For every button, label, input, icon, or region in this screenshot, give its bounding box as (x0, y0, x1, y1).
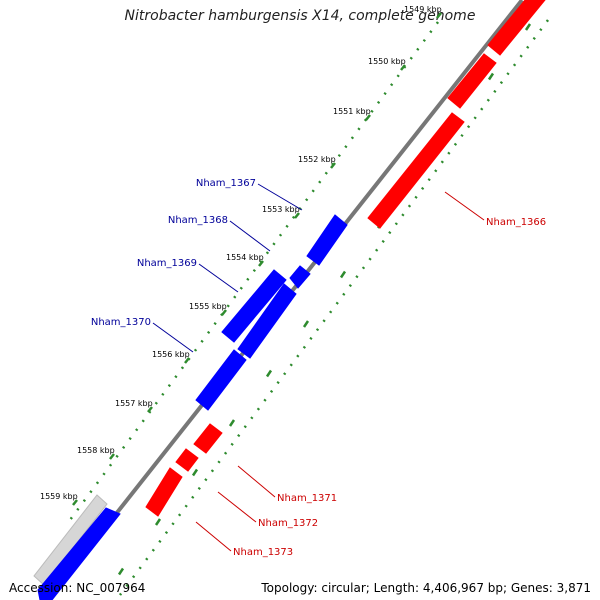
gene-label[interactable]: Nham_1371 (277, 493, 337, 504)
minor-tick (487, 72, 495, 81)
gene-leader-line (444, 191, 485, 221)
major-tick (72, 499, 78, 506)
gene-leader-line (217, 491, 257, 523)
gene-arrow-nham-1366[interactable] (367, 112, 465, 229)
kbp-ticks: 1549 kbp 1550 kbp 1551 kbp 1552 kbp 1553 kbp… (40, 5, 442, 506)
kbp-tick-label: 1549 kbp (404, 5, 442, 14)
minor-tick (191, 468, 199, 477)
gene-arrow-nham-1370[interactable] (195, 349, 247, 411)
minor-ticks (117, 23, 532, 576)
minor-tick (154, 518, 162, 526)
major-tick (400, 64, 406, 71)
major-tick (147, 406, 153, 413)
gene-arrow-nham-1369[interactable] (221, 269, 287, 343)
kbp-tick-label: 1553 kbp (262, 205, 300, 214)
gene-label[interactable]: Nham_1373 (233, 547, 293, 558)
major-tick (258, 260, 264, 267)
kbp-tick-label: 1550 kbp (368, 57, 406, 66)
major-tick (184, 357, 190, 364)
kbp-tick-label: 1557 kbp (115, 399, 153, 408)
gene-leader-line (152, 322, 194, 353)
accession-text: Accession: NC_007964 (9, 581, 146, 595)
gene-leader-line (195, 521, 232, 552)
kbp-tick-label: 1556 kbp (152, 350, 190, 359)
minor-tick (265, 369, 273, 378)
kbp-tick-label: 1552 kbp (298, 155, 336, 164)
kbp-tick-label: 1559 kbp (40, 492, 78, 501)
minor-tick (302, 320, 310, 328)
gene-arrow-forward[interactable] (487, 0, 546, 56)
minor-tick (228, 419, 236, 427)
major-tick (436, 12, 442, 19)
gene-label[interactable]: Nham_1366 (486, 217, 546, 228)
gene-arrow-reverse[interactable] (37, 507, 121, 600)
minor-tick (117, 567, 125, 576)
gene-arrow-nham-1367[interactable] (306, 214, 348, 266)
gene-arrow-reverse[interactable] (289, 265, 311, 289)
gene-labels: Nham_1366 Nham_1367 Nham_1368 Nham_1369 Nham… (91, 178, 546, 558)
outer-dotted-ring (68, 21, 440, 521)
gene-arrow-nham-1371[interactable] (193, 423, 223, 454)
kbp-tick-label: 1555 kbp (189, 302, 227, 311)
major-tick (109, 453, 115, 460)
gene-arrow-nham-1373[interactable] (145, 467, 183, 517)
major-tick (294, 212, 300, 219)
kbp-tick-label: 1554 kbp (226, 253, 264, 262)
topology-summary: Topology: circular; Length: 4,406,967 bp… (261, 581, 591, 595)
gene-arrow-nham-1368[interactable] (237, 283, 297, 359)
minor-tick (339, 270, 347, 279)
gene-leader-line (229, 220, 271, 252)
minor-tick (524, 23, 532, 31)
gene-leader-line (198, 263, 239, 293)
gene-arrow-nham-1372[interactable] (175, 448, 199, 472)
gene-label[interactable]: Nham_1369 (137, 258, 197, 269)
outer-tick-track (68, 21, 440, 521)
kbp-tick-label: 1551 kbp (333, 107, 371, 116)
gene-label[interactable]: Nham_1367 (196, 178, 256, 189)
map-title: Nitrobacter hamburgensis X14, complete g… (124, 8, 476, 24)
gene-leader-line (257, 183, 303, 211)
gene-features (37, 0, 546, 600)
major-tick (221, 309, 227, 316)
gene-label[interactable]: Nham_1372 (258, 518, 318, 529)
major-tick (365, 114, 371, 121)
gene-leader-line (237, 465, 276, 498)
major-tick (330, 162, 336, 169)
gene-label[interactable]: Nham_1368 (168, 215, 228, 226)
kbp-tick-label: 1558 kbp (77, 446, 115, 455)
gene-label[interactable]: Nham_1370 (91, 317, 151, 328)
gene-arrow-forward[interactable] (447, 53, 497, 109)
